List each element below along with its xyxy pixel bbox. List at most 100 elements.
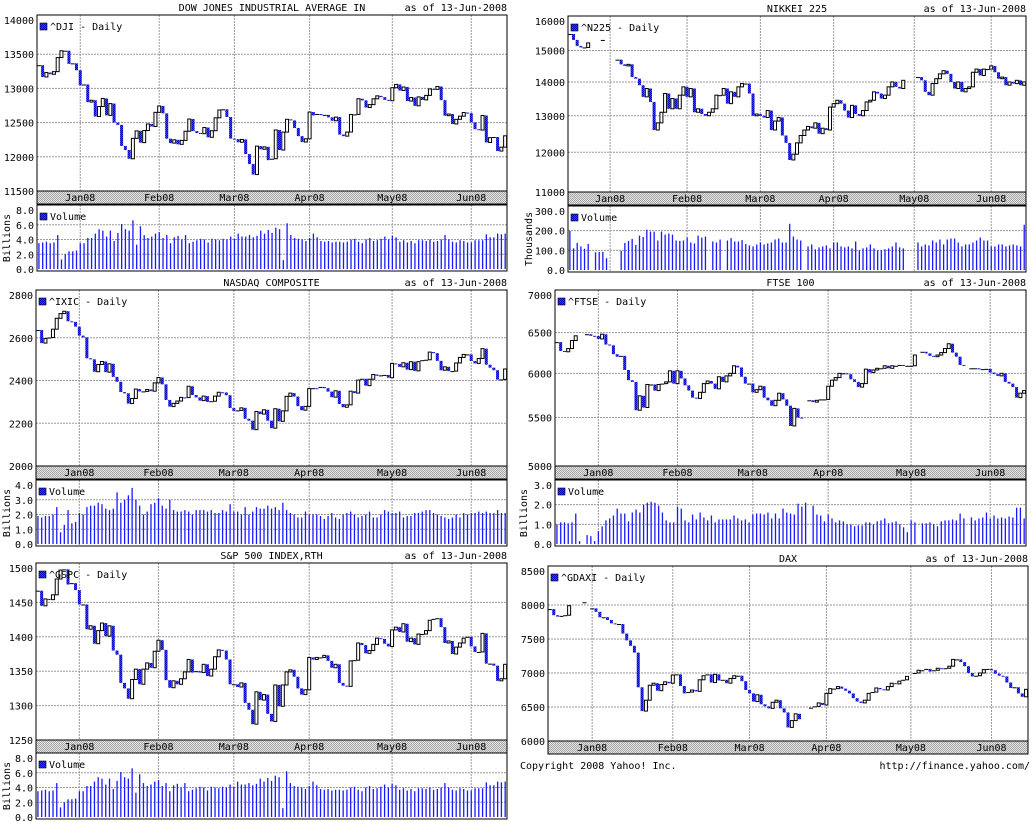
candle-down: [360, 642, 364, 646]
y-tick-label: 11000: [535, 188, 565, 199]
candle-down: [1011, 383, 1015, 388]
volume-bar: [331, 790, 333, 817]
candle-up: [107, 363, 112, 373]
chart-dji: DOW JONES INDUSTRIAL AVERAGE IN as of 13-…: [2, 3, 508, 276]
volume-bar: [857, 525, 860, 544]
candle-up: [262, 146, 267, 150]
volume-tick-label: 1.0: [15, 525, 33, 536]
candle-up: [874, 687, 879, 693]
candle-down: [484, 115, 488, 143]
candle-up: [393, 626, 398, 631]
volume-bar: [63, 802, 65, 817]
candle-up: [213, 117, 218, 132]
candle-flat: [315, 113, 320, 115]
candle-down: [641, 85, 645, 97]
volume-bar: [722, 519, 724, 544]
candle-down: [615, 354, 619, 357]
chart-gspc: S&P 500 INDEX,RTH as of 13-Jun-2008125013…: [2, 551, 508, 822]
candle-down: [886, 365, 890, 369]
candle-down: [41, 65, 45, 77]
volume-bar: [334, 789, 337, 817]
candle-up: [835, 686, 840, 690]
candle-flat: [62, 569, 67, 571]
volume-bar: [342, 514, 344, 544]
candle-up: [573, 335, 578, 342]
price-plot-area: [548, 566, 1028, 741]
candle-down: [86, 84, 90, 103]
volume-bar: [346, 513, 348, 544]
candle-up: [732, 675, 737, 679]
candle-up: [303, 689, 308, 696]
volume-bar: [210, 786, 212, 817]
candle-down: [74, 583, 78, 591]
candle-down: [945, 70, 949, 74]
candle-flat: [547, 609, 552, 611]
volume-bar: [429, 239, 431, 269]
candle-up: [152, 650, 157, 669]
volume-bar: [778, 518, 780, 544]
volume-tick-label: 100.0: [535, 246, 565, 257]
candle-up: [567, 605, 572, 616]
volume-bar: [391, 235, 394, 269]
volume-tick-label: 300.0: [535, 207, 565, 218]
month-tick-label: Feb08: [143, 468, 173, 479]
candle-down: [326, 388, 330, 392]
candle-up: [754, 389, 759, 393]
candle-up: [824, 692, 829, 706]
volume-bar: [339, 241, 341, 269]
volume-bar: [331, 242, 333, 269]
candle-up: [401, 623, 406, 633]
volume-bar: [214, 787, 216, 817]
y-tick-label: 1250: [9, 736, 33, 747]
candle-up: [216, 649, 221, 658]
candle-up: [261, 694, 266, 701]
volume-bar: [876, 521, 878, 544]
candle-up: [670, 674, 675, 684]
volume-bar: [657, 240, 659, 270]
volume-bar: [1005, 246, 1007, 270]
volume-bar: [255, 507, 258, 544]
volume-bar: [301, 239, 303, 269]
volume-bar: [334, 517, 337, 544]
candle-down: [66, 311, 70, 322]
volume-axis-label: Billions: [2, 762, 13, 810]
volume-bar: [361, 515, 363, 544]
volume-bar: [215, 239, 217, 269]
candle-down: [954, 352, 958, 357]
volume-bar: [267, 229, 269, 269]
yahoo-finance-link[interactable]: http://finance.yahoo.com/: [879, 761, 1030, 772]
candle-down: [672, 370, 676, 384]
volume-bar: [1012, 517, 1014, 544]
volume-bar: [961, 246, 963, 270]
volume-bar: [60, 259, 63, 269]
volume-bar: [500, 234, 503, 269]
candle-down: [637, 78, 641, 86]
candle-down: [74, 321, 78, 327]
candle-down: [115, 650, 119, 655]
candle-up: [216, 391, 221, 397]
volume-bar: [500, 513, 503, 544]
candle-up: [130, 678, 135, 700]
candle-flat: [554, 342, 559, 344]
candle-up: [728, 677, 733, 684]
volume-bar: [902, 248, 904, 270]
candle-down: [48, 72, 52, 75]
volume-bar: [624, 242, 626, 270]
volume-bar: [459, 517, 461, 544]
volume-bar: [658, 505, 660, 544]
volume-bar: [218, 240, 221, 269]
y-tick-label: 15000: [535, 46, 565, 57]
candle-down: [928, 668, 932, 672]
volume-bar: [715, 242, 718, 270]
volume-bar: [124, 229, 127, 269]
volume-bar: [718, 519, 720, 544]
candle-up: [175, 400, 180, 404]
volume-bar: [571, 522, 573, 544]
chart-gdaxi: DAX as of 13-Jun-200860006500700075008000…: [521, 554, 1029, 755]
volume-bar: [586, 535, 588, 544]
candle-down: [296, 127, 300, 137]
candle-flat: [465, 354, 470, 356]
legend-label: ^IXIC - Daily: [49, 297, 127, 308]
candle-flat: [736, 675, 741, 677]
candle-up: [773, 399, 778, 407]
